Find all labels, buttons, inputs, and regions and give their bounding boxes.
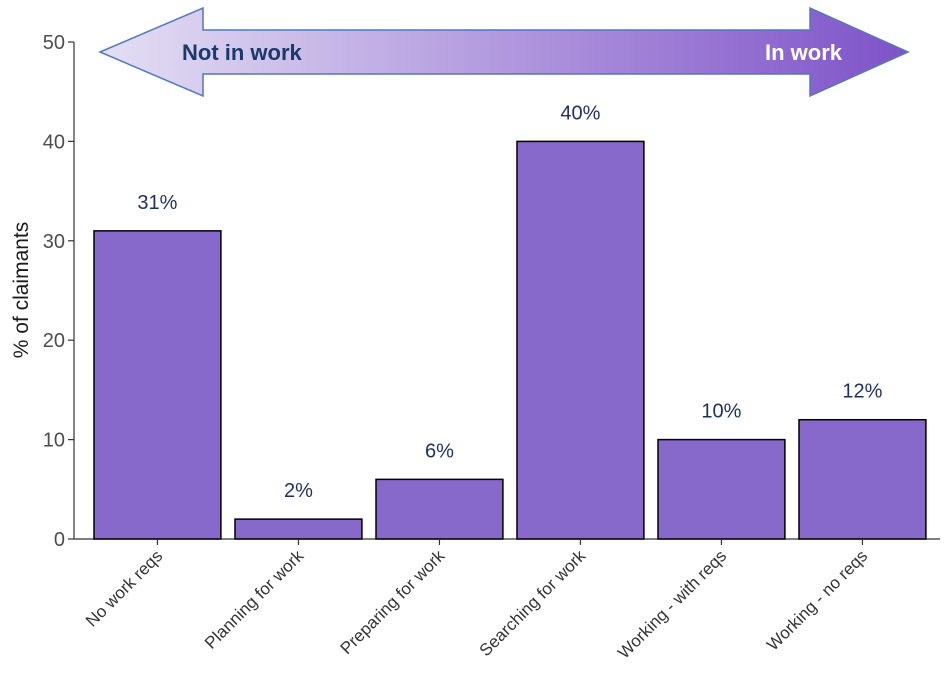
x-category-label: Planning for work	[201, 546, 308, 653]
x-category-label: Preparing for work	[337, 546, 449, 658]
bar	[798, 418, 927, 540]
x-category-label: No work reqs	[82, 546, 166, 630]
y-axis-title: % of claimants	[10, 222, 33, 359]
bar-value-label: 10%	[701, 401, 741, 423]
x-category-label: Working - no reqs	[763, 546, 871, 654]
y-tick-label: 30	[43, 231, 65, 253]
bar	[516, 140, 645, 540]
y-tick-label: 50	[43, 32, 65, 54]
bar-value-label: 2%	[284, 480, 313, 502]
x-category-label: Searching for work	[476, 546, 590, 660]
double-arrow-icon	[98, 6, 910, 98]
not-in-work-label: Not in work	[182, 40, 303, 65]
y-tick-label: 0	[54, 529, 65, 551]
bar-value-label: 40%	[560, 102, 600, 124]
bar-value-label: 6%	[425, 440, 454, 462]
data-labels: 31% 2% 6% 40% 10% 12%	[137, 102, 882, 502]
y-tick-label: 40	[43, 131, 65, 153]
bar	[375, 478, 504, 540]
bar-value-label: 12%	[842, 381, 882, 403]
in-work-label: In work	[765, 40, 843, 65]
bar	[657, 438, 786, 540]
x-category-label: Working - with reqs	[614, 546, 730, 662]
bar	[234, 518, 363, 540]
bar	[93, 230, 222, 540]
bars	[93, 140, 927, 540]
x-ticks: No work reqs Planning for work Preparing f…	[82, 539, 871, 662]
y-tick-label: 20	[43, 330, 65, 352]
y-ticks: 0 10 20 30 40 50	[43, 32, 74, 551]
work-status-banner: Not in work In work	[98, 6, 910, 98]
y-tick-label: 10	[43, 430, 65, 452]
bar-value-label: 31%	[137, 192, 177, 214]
